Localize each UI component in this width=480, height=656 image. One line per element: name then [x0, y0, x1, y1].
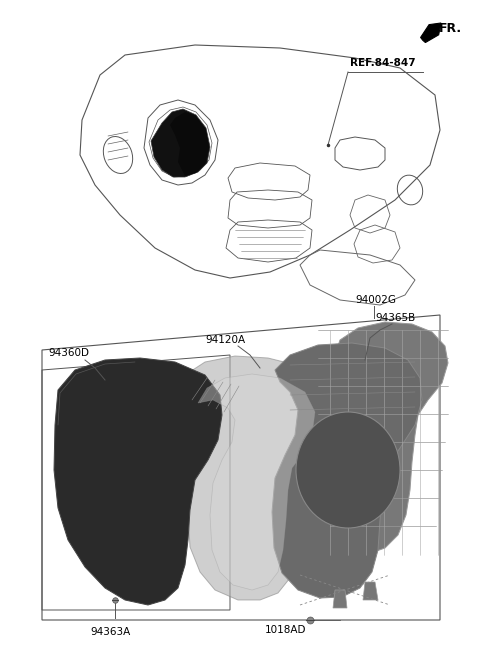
Polygon shape [54, 358, 222, 605]
Text: 94363A: 94363A [90, 627, 130, 637]
Text: FR.: FR. [439, 22, 462, 35]
Polygon shape [175, 356, 335, 600]
Polygon shape [198, 374, 315, 590]
Text: 94365B: 94365B [375, 313, 415, 323]
Text: 94120A: 94120A [205, 335, 245, 345]
Text: 1018AD: 1018AD [265, 625, 307, 635]
Polygon shape [151, 109, 210, 177]
Polygon shape [333, 590, 347, 608]
Ellipse shape [296, 412, 400, 528]
Polygon shape [363, 582, 378, 600]
Polygon shape [314, 322, 448, 555]
Polygon shape [420, 23, 441, 43]
Text: 94002G: 94002G [355, 295, 396, 305]
Text: 94360D: 94360D [48, 348, 89, 358]
Text: REF.84-847: REF.84-847 [350, 58, 416, 68]
Polygon shape [170, 112, 209, 176]
Polygon shape [272, 343, 422, 598]
